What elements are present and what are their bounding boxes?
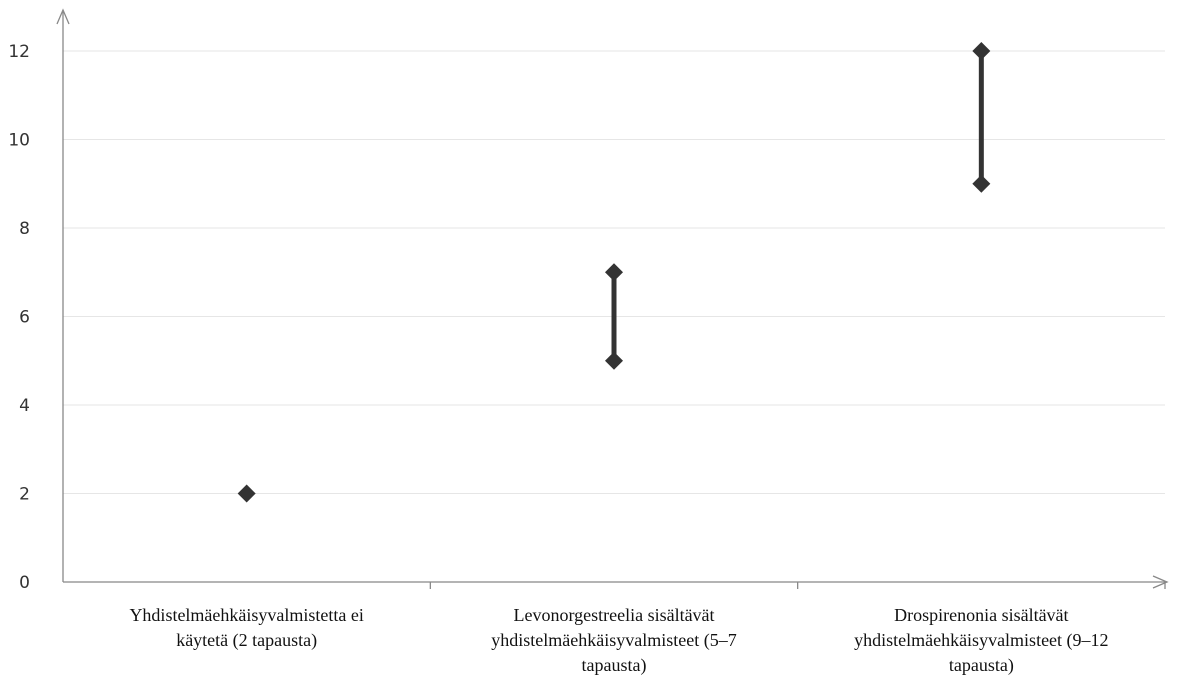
y-tick-label: 12 — [8, 42, 30, 62]
low-marker — [972, 174, 991, 193]
y-tick-labels: 0 2 4 6 8 10 12 — [8, 42, 30, 593]
low-marker — [605, 351, 623, 370]
y-tick-label: 6 — [19, 308, 30, 328]
range-marks — [237, 42, 991, 503]
x-category-ticks — [429, 582, 1166, 589]
y-tick-label: 0 — [19, 573, 30, 593]
category-label-line: käytetä (2 tapausta) — [176, 630, 317, 651]
y-tick-label: 2 — [19, 485, 30, 505]
y-tick-label: 4 — [19, 396, 30, 416]
y-tick-label: 8 — [19, 219, 30, 239]
category-label-line: tapausta) — [949, 655, 1014, 676]
point-marker — [237, 484, 256, 503]
x-axis-arrow-icon — [1152, 575, 1169, 589]
y-tick-label: 10 — [8, 131, 30, 151]
category-label-line: tapausta) — [582, 655, 647, 676]
category-labels: Yhdistelmäehkäisyvalmistetta ei käytetä (… — [129, 605, 1108, 676]
axes — [56, 8, 1169, 589]
high-marker — [605, 263, 623, 282]
category-label-line: yhdistelmäehkäisyvalmisteet (5–7 — [491, 630, 736, 651]
category-label-line: yhdistelmäehkäisyvalmisteet (9–12 — [854, 630, 1108, 651]
category-label-line: Levonorgestreelia sisältävät — [513, 605, 714, 625]
high-marker — [972, 42, 991, 60]
y-axis-arrow-icon — [56, 8, 70, 25]
category-label-line: Yhdistelmäehkäisyvalmistetta ei — [129, 605, 363, 625]
category-label-line: Drospirenonia sisältävät — [894, 605, 1068, 625]
